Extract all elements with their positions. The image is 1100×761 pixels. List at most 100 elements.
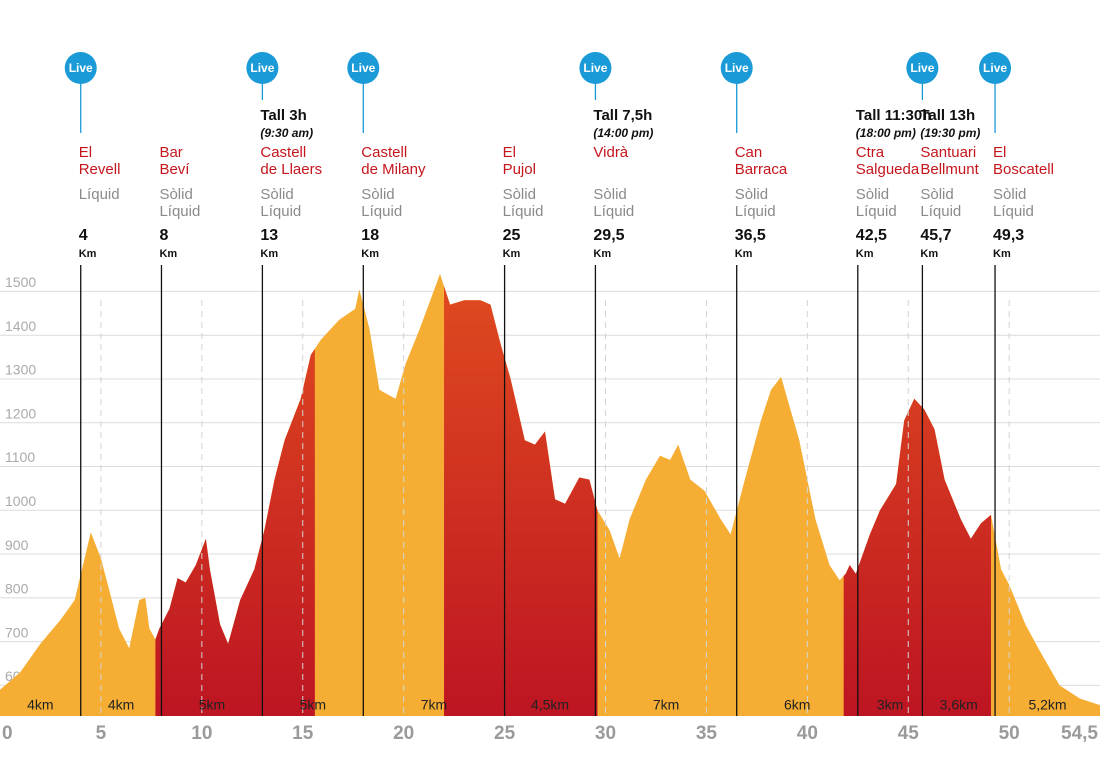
station-supply: Líquid xyxy=(503,203,544,220)
segment-distance: 4,5km xyxy=(531,697,569,713)
color-band xyxy=(843,273,992,716)
station-km-unit: Km xyxy=(920,248,938,260)
y-tick-label: 700 xyxy=(5,624,29,640)
live-label: Live xyxy=(583,61,607,75)
x-tick-label: 5 xyxy=(96,723,107,744)
segment-distance: 5km xyxy=(300,697,326,713)
segment-distance: 3km xyxy=(877,697,903,713)
y-tick-label: 1300 xyxy=(5,362,36,378)
y-tick-label: 800 xyxy=(5,581,29,597)
station-name: Barraca xyxy=(735,161,788,178)
segment-distance: 7km xyxy=(421,697,447,713)
x-tick-label: 50 xyxy=(999,723,1020,744)
station-km-unit: Km xyxy=(159,248,177,260)
station-supply: Sòlid xyxy=(593,186,626,203)
y-tick-label: 1000 xyxy=(5,493,36,509)
live-badge xyxy=(579,52,612,84)
live-label: Live xyxy=(983,61,1007,75)
station-supply: Sòlid xyxy=(159,186,192,203)
station-km-unit: Km xyxy=(503,248,521,260)
station-name: Castell xyxy=(260,144,306,161)
station-name: Can xyxy=(735,144,763,161)
x-tick-label: 15 xyxy=(292,723,314,744)
station-supply: Sòlid xyxy=(735,186,768,203)
station-name: Ctra xyxy=(856,144,885,161)
x-tick-label: 10 xyxy=(191,723,212,744)
x-tick-label: 20 xyxy=(393,723,414,744)
station-name: Boscatell xyxy=(993,161,1054,178)
station-km-unit: Km xyxy=(361,248,379,260)
station-supply: Líquid xyxy=(593,203,634,220)
station-km: 36,5 xyxy=(735,227,766,244)
cutoff-time: (14:00 pm) xyxy=(593,126,653,140)
station-name: Vidrà xyxy=(593,144,628,161)
station-supply: Sòlid xyxy=(503,186,536,203)
station-km: 13 xyxy=(260,227,278,244)
cutoff-time: (9:30 am) xyxy=(260,126,313,140)
station-km-unit: Km xyxy=(260,248,278,260)
x-tick-label: 45 xyxy=(898,723,920,744)
station-supply: Sòlid xyxy=(856,186,889,203)
station-supply: Sòlid xyxy=(993,186,1026,203)
cutoff-time: (19:30 pm) xyxy=(920,126,980,140)
cutoff-title: Tall 11:30h xyxy=(856,107,932,124)
y-tick-label: 900 xyxy=(5,537,29,553)
station-supply: Sòlid xyxy=(920,186,953,203)
color-band xyxy=(155,273,315,716)
station-name: Pujol xyxy=(503,161,536,178)
station-supply: Líquid xyxy=(856,203,897,220)
station-name: Santuari xyxy=(920,144,976,161)
cutoff-time: (18:00 pm) xyxy=(856,126,916,140)
cutoff-title: Tall 7,5h xyxy=(593,107,652,124)
station-name: Bar xyxy=(159,144,182,161)
station-name: Beví xyxy=(159,161,190,178)
y-tick-label: 1200 xyxy=(5,405,36,421)
segment-distance: 5,2km xyxy=(1028,697,1066,713)
live-badge xyxy=(906,52,939,84)
y-tick-label: 1400 xyxy=(5,318,36,334)
station-km: 49,3 xyxy=(993,227,1024,244)
station-km: 42,5 xyxy=(856,227,887,244)
station-name: El xyxy=(993,144,1006,161)
segment-distance: 6km xyxy=(784,697,810,713)
station-name: de Llaers xyxy=(260,161,322,178)
live-label: Live xyxy=(69,61,93,75)
segment-distance: 4km xyxy=(27,697,53,713)
station-supply: Líquid xyxy=(361,203,402,220)
station-supply: Sòlid xyxy=(361,186,394,203)
live-badge xyxy=(246,52,279,84)
live-badge xyxy=(979,52,1012,84)
station-supply: Sòlid xyxy=(260,186,293,203)
station-km-unit: Km xyxy=(593,248,611,260)
station-km: 8 xyxy=(159,227,168,244)
live-badge xyxy=(720,52,753,84)
station-name: Bellmunt xyxy=(920,161,979,178)
station-km: 45,7 xyxy=(920,227,951,244)
live-label: Live xyxy=(725,61,749,75)
segment-distance: 5km xyxy=(199,697,225,713)
live-label: Live xyxy=(250,61,274,75)
station-km: 25 xyxy=(503,227,521,244)
station-km: 4 xyxy=(79,227,88,244)
station-name: El xyxy=(503,144,516,161)
cutoff-title: Tall 3h xyxy=(260,107,306,124)
station-km-unit: Km xyxy=(993,248,1011,260)
live-badge xyxy=(64,52,97,84)
live-label: Live xyxy=(351,61,375,75)
segment-distance: 3,6km xyxy=(940,697,978,713)
station-km-unit: Km xyxy=(735,248,753,260)
cutoff-title: Tall 13h xyxy=(920,107,975,124)
x-tick-label: 54,5 xyxy=(1061,723,1098,744)
x-tick-label: 40 xyxy=(797,723,818,744)
station-supply: Líquid xyxy=(260,203,301,220)
x-tick-label: 35 xyxy=(696,723,718,744)
station-name: Salgueda xyxy=(856,161,920,178)
y-tick-label: 1500 xyxy=(5,274,36,290)
station-name: de Milany xyxy=(361,161,426,178)
x-tick-label: 30 xyxy=(595,723,616,744)
segment-distance: 4km xyxy=(108,697,134,713)
station-supply: Líquid xyxy=(159,203,200,220)
live-label: Live xyxy=(910,61,934,75)
live-badge xyxy=(347,52,380,84)
